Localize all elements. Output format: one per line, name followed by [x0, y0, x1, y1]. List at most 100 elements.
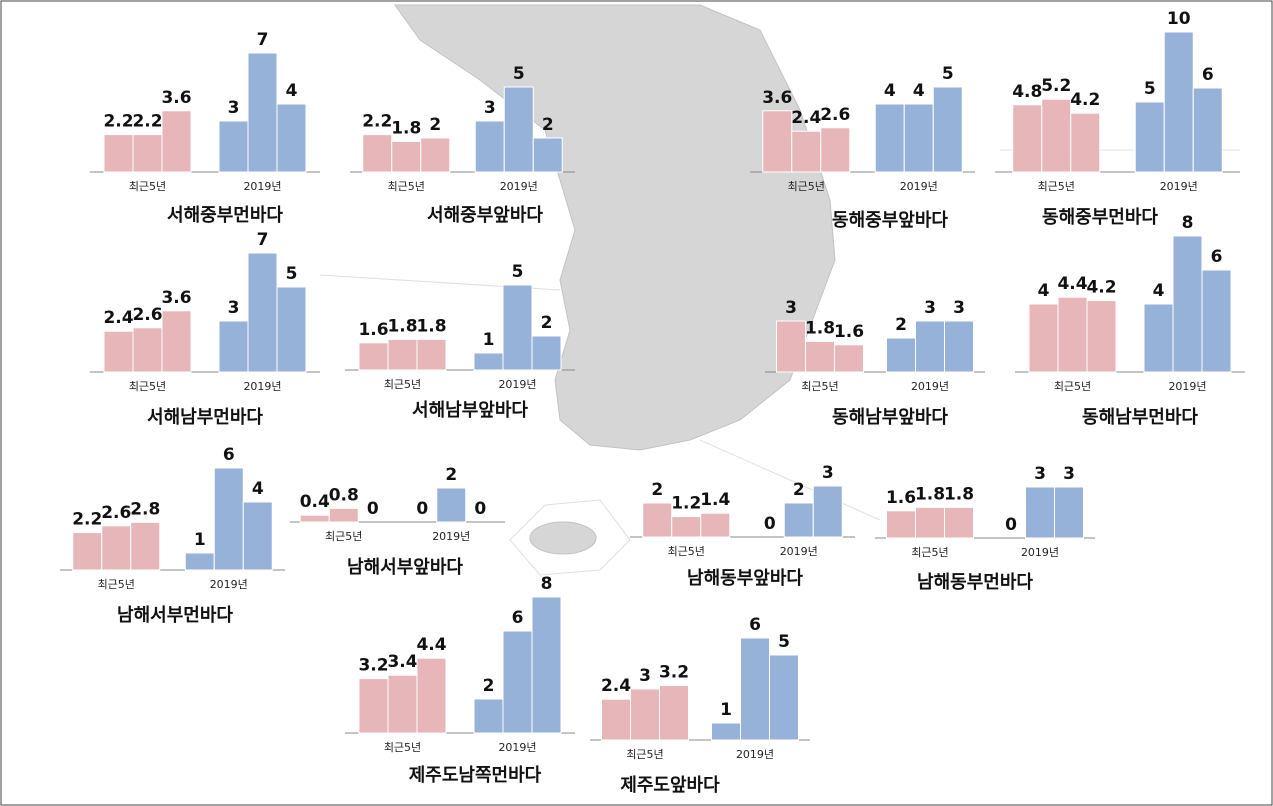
value-label: 2.2 — [132, 112, 162, 132]
value-label: 6 — [223, 445, 235, 465]
value-label: 0 — [1005, 515, 1017, 535]
value-label: 2.6 — [132, 305, 162, 325]
value-label: 1.8 — [416, 316, 446, 336]
bar — [805, 340, 835, 373]
chart-title: 제주도앞바다 — [620, 775, 720, 796]
bar — [276, 103, 307, 173]
value-label: 3 — [228, 98, 240, 118]
value-label: 5 — [512, 262, 524, 282]
value-label: 1.4 — [700, 490, 730, 510]
chart-title: 남해서부먼바다 — [117, 605, 233, 626]
bar — [944, 320, 974, 373]
bar — [1192, 87, 1223, 173]
value-label: 0 — [474, 499, 486, 519]
bar — [358, 678, 389, 734]
chart-title: 동해중부앞바다 — [832, 210, 948, 231]
value-label: 5 — [1144, 79, 1156, 99]
value-label: 3 — [228, 298, 240, 318]
bar — [218, 120, 249, 173]
bar — [1070, 112, 1101, 173]
bar — [1163, 31, 1194, 173]
value-label: 3 — [822, 463, 834, 483]
bar — [1028, 303, 1059, 373]
bar — [1086, 300, 1117, 373]
value-label: 1.6 — [834, 322, 864, 342]
bar — [473, 698, 504, 734]
chart-title: 남해동부앞바다 — [687, 568, 803, 589]
category-label: 최근5년 — [129, 180, 166, 193]
category-label: 최근5년 — [325, 530, 362, 543]
value-label: 0.8 — [329, 485, 359, 505]
bar — [671, 516, 702, 538]
category-label: 2019년 — [736, 748, 774, 761]
value-label: 3.2 — [659, 663, 689, 683]
bar — [886, 337, 916, 373]
bar — [642, 502, 673, 538]
bar — [358, 342, 389, 371]
category-label: 2019년 — [243, 380, 281, 393]
value-label: 0 — [367, 499, 379, 519]
chart-title: 동해남부앞바다 — [832, 407, 948, 428]
bar — [1041, 98, 1072, 173]
bar — [218, 320, 249, 373]
category-label: 최근5년 — [129, 380, 166, 393]
bar — [502, 284, 533, 371]
value-label: 3.6 — [161, 288, 191, 308]
value-label: 2 — [542, 115, 554, 135]
value-label: 5 — [778, 632, 790, 652]
bar — [874, 103, 905, 173]
value-label: 2 — [541, 313, 553, 333]
category-label: 2019년 — [210, 578, 248, 591]
value-label: 1.8 — [915, 484, 945, 504]
bar — [276, 286, 307, 373]
value-label: 8 — [1182, 213, 1194, 233]
bar — [601, 698, 631, 741]
bar — [769, 654, 799, 741]
value-label: 4.4 — [416, 635, 446, 655]
category-label: 2019년 — [1021, 546, 1059, 559]
category-label: 2019년 — [500, 180, 538, 193]
value-label: 2 — [445, 465, 457, 485]
value-label: 2.4 — [791, 108, 821, 128]
bar — [161, 110, 192, 173]
value-label: 2 — [793, 480, 805, 500]
bar — [103, 330, 134, 373]
value-label: 4.8 — [1012, 82, 1042, 102]
value-label: 5 — [942, 64, 954, 84]
value-label: 1 — [720, 700, 732, 720]
bar — [132, 327, 163, 373]
bar — [531, 596, 562, 734]
category-label: 2019년 — [1168, 380, 1206, 393]
category-label: 최근5년 — [911, 546, 948, 559]
bar — [103, 134, 134, 173]
bar — [932, 86, 963, 173]
category-label: 2019년 — [498, 378, 536, 391]
value-label: 2.2 — [103, 112, 133, 132]
bar — [834, 344, 864, 373]
bar — [711, 722, 741, 741]
bar — [1012, 104, 1043, 173]
category-label: 2019년 — [498, 741, 536, 754]
value-label: 4.4 — [1057, 274, 1087, 294]
value-label: 7 — [257, 230, 269, 250]
value-label: 1.8 — [387, 316, 417, 336]
value-label: 2.8 — [130, 499, 160, 519]
value-label: 3.2 — [358, 656, 388, 676]
chart-title: 서해남부앞바다 — [412, 400, 528, 421]
chart-title: 남해서부앞바다 — [347, 557, 463, 578]
value-label: 3.6 — [762, 88, 792, 108]
bar — [416, 338, 447, 371]
chart-title: 제주도남쪽먼바다 — [409, 765, 542, 786]
value-label: 5 — [286, 264, 298, 284]
value-label: 1.6 — [886, 488, 916, 508]
category-label: 2019년 — [911, 380, 949, 393]
bar — [416, 657, 447, 734]
value-label: 8 — [541, 574, 553, 594]
bar — [762, 110, 793, 173]
bar — [72, 532, 103, 571]
category-label: 최근5년 — [384, 741, 421, 754]
category-label: 2019년 — [1160, 180, 1198, 193]
bar — [299, 514, 330, 523]
value-label: 2 — [651, 480, 663, 500]
